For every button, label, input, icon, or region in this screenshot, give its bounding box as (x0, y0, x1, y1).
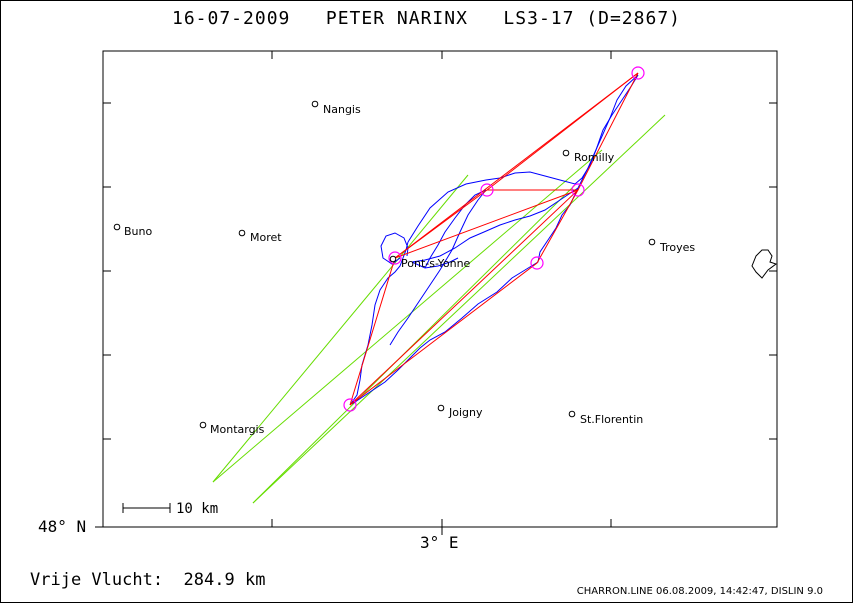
town-label: Pont-s-Yonne (401, 257, 471, 270)
free-flight-distance: Vrije Vlucht: 284.9 km (30, 570, 265, 590)
page-title: 16-07-2009 PETER NARINX LS3-17 (D=2867) (172, 8, 681, 29)
towns: Nangis Romilly Buno Moret Troyes Pont-s-… (113, 100, 695, 436)
lake-outline (751, 249, 778, 279)
turnpoint-marker (571, 183, 585, 197)
town-label: St.Florentin (580, 413, 643, 426)
town-label: Moret (250, 231, 282, 244)
town-moret: Moret (238, 229, 282, 244)
footer-info: CHARRON.LINE 06.08.2009, 14:42:47, DISLI… (576, 586, 823, 597)
scale-bar-label: 10 km (176, 501, 218, 517)
town-label: Nangis (323, 103, 361, 116)
town-buno: Buno (113, 223, 152, 238)
turnpoint-marker (480, 183, 494, 197)
town-st-florentin: St.Florentin (568, 410, 643, 426)
town-romilly: Romilly (562, 149, 615, 164)
scale-bar (122, 503, 171, 513)
turnpoint-marker (631, 66, 645, 80)
town-label: Romilly (574, 151, 615, 164)
map-border (102, 50, 778, 528)
town-montargis: Montargis (199, 421, 265, 436)
turnpoints (343, 66, 645, 412)
turnpoint-marker (388, 251, 402, 265)
town-joigny: Joigny (437, 404, 483, 419)
town-label: Buno (124, 225, 152, 238)
town-nangis: Nangis (311, 100, 361, 116)
town-troyes: Troyes (648, 238, 695, 254)
fai-sector-lines (212, 114, 666, 504)
town-pont-sur-yonne: Pont-s-Yonne (389, 255, 471, 270)
lat-label: 48° N (38, 517, 86, 536)
free-flight-label: Vrije Vlucht: (30, 570, 164, 590)
turnpoint-marker (530, 256, 544, 270)
lon-label: 3° E (420, 533, 459, 552)
town-label: Montargis (210, 423, 265, 436)
task-route (349, 72, 639, 406)
town-label: Joigny (448, 406, 483, 419)
town-label: Troyes (659, 241, 695, 254)
free-flight-value: 284.9 km (183, 570, 266, 590)
map-ticks (95, 51, 777, 535)
turnpoint-marker (343, 398, 357, 412)
flight-track (349, 74, 639, 406)
